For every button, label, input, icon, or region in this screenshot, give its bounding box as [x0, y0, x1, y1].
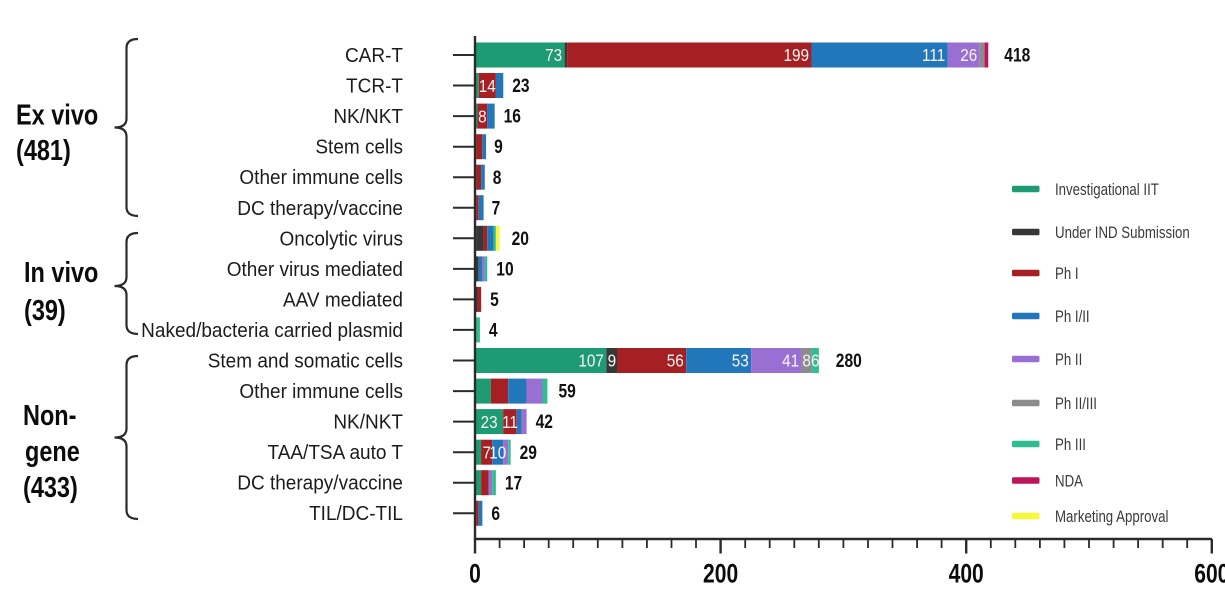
- svg-text:Other virus mediated: Other virus mediated: [227, 258, 403, 281]
- svg-text:Investigational IIT: Investigational IIT: [1055, 180, 1159, 199]
- svg-text:8: 8: [802, 351, 811, 371]
- svg-text:AAV mediated: AAV mediated: [283, 289, 403, 312]
- svg-text:TAA/TSA auto T: TAA/TSA auto T: [268, 442, 404, 465]
- svg-text:Ex vivo: Ex vivo: [16, 98, 98, 131]
- svg-text:Non-: Non-: [23, 399, 76, 432]
- svg-text:Marketing Approval: Marketing Approval: [1055, 507, 1168, 526]
- svg-text:23: 23: [481, 412, 498, 432]
- svg-text:Ph I/II: Ph I/II: [1055, 307, 1090, 326]
- svg-text:9: 9: [608, 351, 617, 371]
- svg-text:11: 11: [502, 412, 518, 432]
- svg-text:6: 6: [491, 502, 500, 524]
- svg-text:0: 0: [469, 559, 481, 587]
- svg-text:Other immune cells: Other immune cells: [239, 167, 403, 190]
- svg-text:7: 7: [482, 442, 491, 462]
- svg-text:7: 7: [492, 197, 501, 219]
- svg-text:4: 4: [489, 319, 498, 341]
- svg-text:Ph I: Ph I: [1055, 264, 1079, 283]
- svg-text:DC therapy/vaccine: DC therapy/vaccine: [237, 197, 403, 220]
- svg-text:23: 23: [512, 75, 530, 97]
- svg-text:199: 199: [783, 45, 809, 65]
- svg-text:(39): (39): [24, 294, 66, 327]
- svg-text:41: 41: [782, 351, 799, 371]
- svg-text:418: 418: [1004, 44, 1030, 66]
- svg-text:200: 200: [703, 559, 738, 587]
- svg-text:400: 400: [949, 559, 984, 587]
- svg-text:56: 56: [667, 351, 684, 371]
- svg-text:gene: gene: [25, 435, 80, 468]
- svg-text:600: 600: [1194, 559, 1225, 587]
- svg-text:111: 111: [922, 45, 945, 65]
- svg-text:Stem and somatic cells: Stem and somatic cells: [208, 350, 404, 373]
- svg-text:CAR-T: CAR-T: [345, 45, 403, 68]
- svg-text:73: 73: [545, 45, 562, 65]
- svg-text:5: 5: [490, 289, 499, 311]
- svg-text:Stem cells: Stem cells: [315, 136, 403, 159]
- svg-text:29: 29: [520, 441, 538, 463]
- svg-text:Other immune cells: Other immune cells: [239, 381, 403, 404]
- svg-text:Oncolytic virus: Oncolytic virus: [280, 228, 404, 251]
- svg-text:14: 14: [479, 76, 496, 96]
- svg-text:280: 280: [836, 350, 862, 372]
- svg-text:In vivo: In vivo: [24, 256, 98, 289]
- svg-text:TIL/DC-TIL: TIL/DC-TIL: [309, 503, 403, 526]
- svg-text:59: 59: [559, 380, 577, 402]
- svg-text:26: 26: [960, 45, 977, 65]
- svg-text:Ph III: Ph III: [1055, 435, 1086, 454]
- svg-text:8: 8: [493, 166, 502, 188]
- svg-text:10: 10: [489, 442, 506, 462]
- svg-text:Under IND Submission: Under IND Submission: [1055, 223, 1190, 242]
- svg-text:(433): (433): [23, 471, 78, 504]
- svg-text:NDA: NDA: [1055, 472, 1084, 491]
- svg-text:9: 9: [494, 136, 503, 158]
- svg-text:6: 6: [811, 351, 820, 371]
- svg-text:53: 53: [732, 351, 749, 371]
- svg-text:10: 10: [496, 258, 513, 280]
- svg-text:17: 17: [505, 472, 522, 494]
- svg-text:Naked/bacteria carried plasmid: Naked/bacteria carried plasmid: [141, 319, 403, 342]
- svg-text:(481): (481): [16, 134, 71, 167]
- svg-text:Ph II/III: Ph II/III: [1055, 394, 1097, 413]
- svg-text:8: 8: [478, 106, 487, 126]
- svg-text:16: 16: [504, 105, 522, 127]
- svg-text:42: 42: [536, 411, 553, 433]
- svg-text:TCR-T: TCR-T: [346, 75, 403, 98]
- svg-text:DC therapy/vaccine: DC therapy/vaccine: [237, 472, 403, 495]
- svg-text:NK/NKT: NK/NKT: [333, 411, 403, 434]
- svg-text:107: 107: [578, 351, 604, 371]
- svg-text:NK/NKT: NK/NKT: [333, 106, 403, 129]
- svg-text:20: 20: [512, 227, 529, 249]
- svg-text:Ph II: Ph II: [1055, 350, 1082, 369]
